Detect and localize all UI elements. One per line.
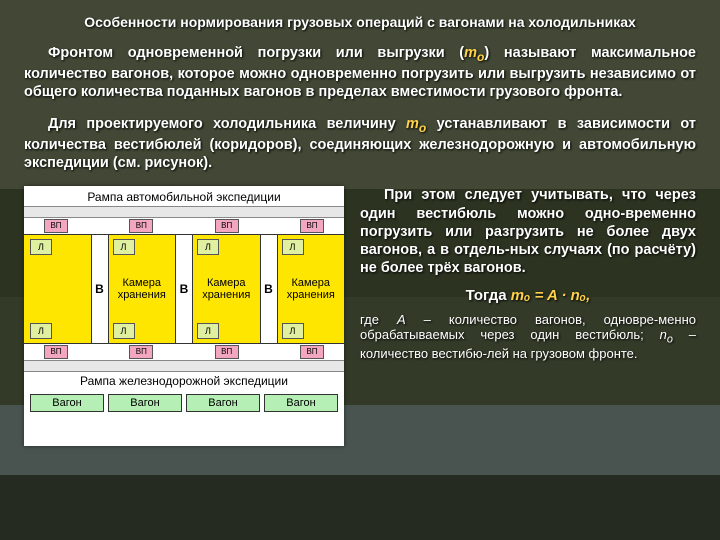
wagon-box: Вагон xyxy=(30,394,104,412)
diagram: Рампа автомобильной экспедиции ВП ВП ВП … xyxy=(24,186,344,446)
formula-body: mₒ = A · nₒ, xyxy=(511,287,591,304)
legend-n: n xyxy=(660,327,667,342)
p1-text-a: Фронтом одновременной погрузки или выгру… xyxy=(48,45,464,61)
vp-row-bottom: ВП ВП ВП ВП xyxy=(24,344,344,360)
vp-box: ВП xyxy=(300,345,324,359)
p1-symbol-m: m xyxy=(464,45,477,61)
l-box: Л xyxy=(282,239,304,255)
camera-label: Камера хранения xyxy=(109,277,176,301)
l-box: Л xyxy=(197,239,219,255)
vp-row-top: ВП ВП ВП ВП xyxy=(24,218,344,234)
vp-box: ВП xyxy=(215,219,239,233)
slide-title: Особенности нормирования грузовых операц… xyxy=(24,14,696,30)
p2-text-a: Для проектируемого холодильника величину xyxy=(48,116,406,132)
formula: Тогда mₒ = A · nₒ, xyxy=(360,287,696,304)
l-box: Л xyxy=(113,323,135,339)
paragraph-2: Для проектируемого холодильника величину… xyxy=(24,115,696,172)
corridor: В xyxy=(91,235,109,343)
content-row: Рампа автомобильной экспедиции ВП ВП ВП … xyxy=(24,186,696,446)
l-box: Л xyxy=(113,239,135,255)
ramp-top xyxy=(24,206,344,218)
core-area: Л Л В Л Л Камера хранения В Л Л Камера х… xyxy=(24,234,344,344)
l-box: Л xyxy=(30,323,52,339)
wagon-box: Вагон xyxy=(264,394,338,412)
right-column: При этом следует учитывать, что через од… xyxy=(360,186,696,446)
l-box: Л xyxy=(197,323,219,339)
ramp-bottom xyxy=(24,360,344,372)
cell-3: Л Л Камера хранения xyxy=(278,235,345,343)
legend-a: где xyxy=(360,312,397,327)
rp-text: При этом следует учитывать, что через од… xyxy=(360,187,696,276)
l-box: Л xyxy=(30,239,52,255)
l-box: Л xyxy=(282,323,304,339)
cell-left: Л Л xyxy=(24,235,91,343)
wagon-box: Вагон xyxy=(186,394,260,412)
vp-box: ВП xyxy=(300,219,324,233)
cell-2: Л Л Камера хранения xyxy=(193,235,260,343)
corridor: В xyxy=(260,235,278,343)
camera-label: Камера хранения xyxy=(278,277,345,301)
vp-box: ВП xyxy=(129,219,153,233)
legend: где A – количество вагонов, одновре-менн… xyxy=(360,312,696,361)
wagon-row: Вагон Вагон Вагон Вагон xyxy=(24,390,344,416)
camera-label: Камера хранения xyxy=(193,277,260,301)
cell-1: Л Л Камера хранения xyxy=(109,235,176,343)
legend-b: – количество вагонов, одновре-менно обра… xyxy=(360,312,696,342)
corridor: В xyxy=(175,235,193,343)
diagram-title-bottom: Рампа железнодорожной экспедиции xyxy=(24,372,344,390)
vp-box: ВП xyxy=(215,345,239,359)
vp-box: ВП xyxy=(44,345,68,359)
vp-box: ВП xyxy=(44,219,68,233)
p2-symbol-m: m xyxy=(406,116,419,132)
wagon-box: Вагон xyxy=(108,394,182,412)
legend-A: A xyxy=(397,312,406,327)
paragraph-1: Фронтом одновременной погрузки или выгру… xyxy=(24,44,696,101)
formula-label: Тогда xyxy=(466,287,511,304)
vp-box: ВП xyxy=(129,345,153,359)
slide-content: Особенности нормирования грузовых операц… xyxy=(0,0,720,456)
diagram-title-top: Рампа автомобильной экспедиции xyxy=(24,186,344,206)
right-paragraph: При этом следует учитывать, что через од… xyxy=(360,186,696,277)
